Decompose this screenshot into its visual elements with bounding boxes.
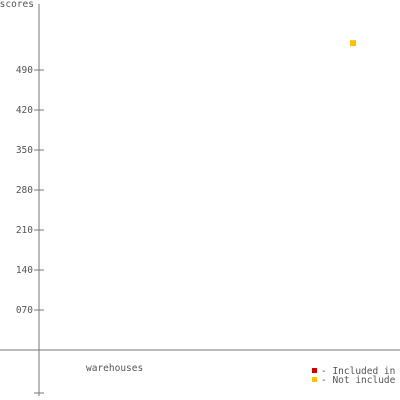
- y-tick-label: 140: [16, 265, 33, 276]
- legend-swatch-included: [312, 368, 317, 373]
- y-tick-label: 210: [16, 225, 33, 236]
- y-tick-label: 280: [16, 185, 33, 196]
- data-points: [350, 40, 356, 47]
- x-axis-label: warehouses: [86, 363, 143, 374]
- y-axis-ticks: 490 420 350 280 210 140 070: [16, 65, 44, 316]
- y-tick-label: 490: [16, 65, 33, 76]
- legend-swatch-not-included: [312, 377, 317, 382]
- y-tick-label: 070: [16, 305, 33, 316]
- y-tick-label: 350: [16, 145, 33, 156]
- y-tick-label: 420: [16, 105, 33, 116]
- data-point: [350, 40, 356, 47]
- legend-label-not-included: - Not include: [321, 375, 396, 386]
- legend-label-included: - Included in: [321, 366, 395, 377]
- y-axis-label: scores: [0, 0, 34, 10]
- legend: - Included in - Not include: [312, 366, 396, 386]
